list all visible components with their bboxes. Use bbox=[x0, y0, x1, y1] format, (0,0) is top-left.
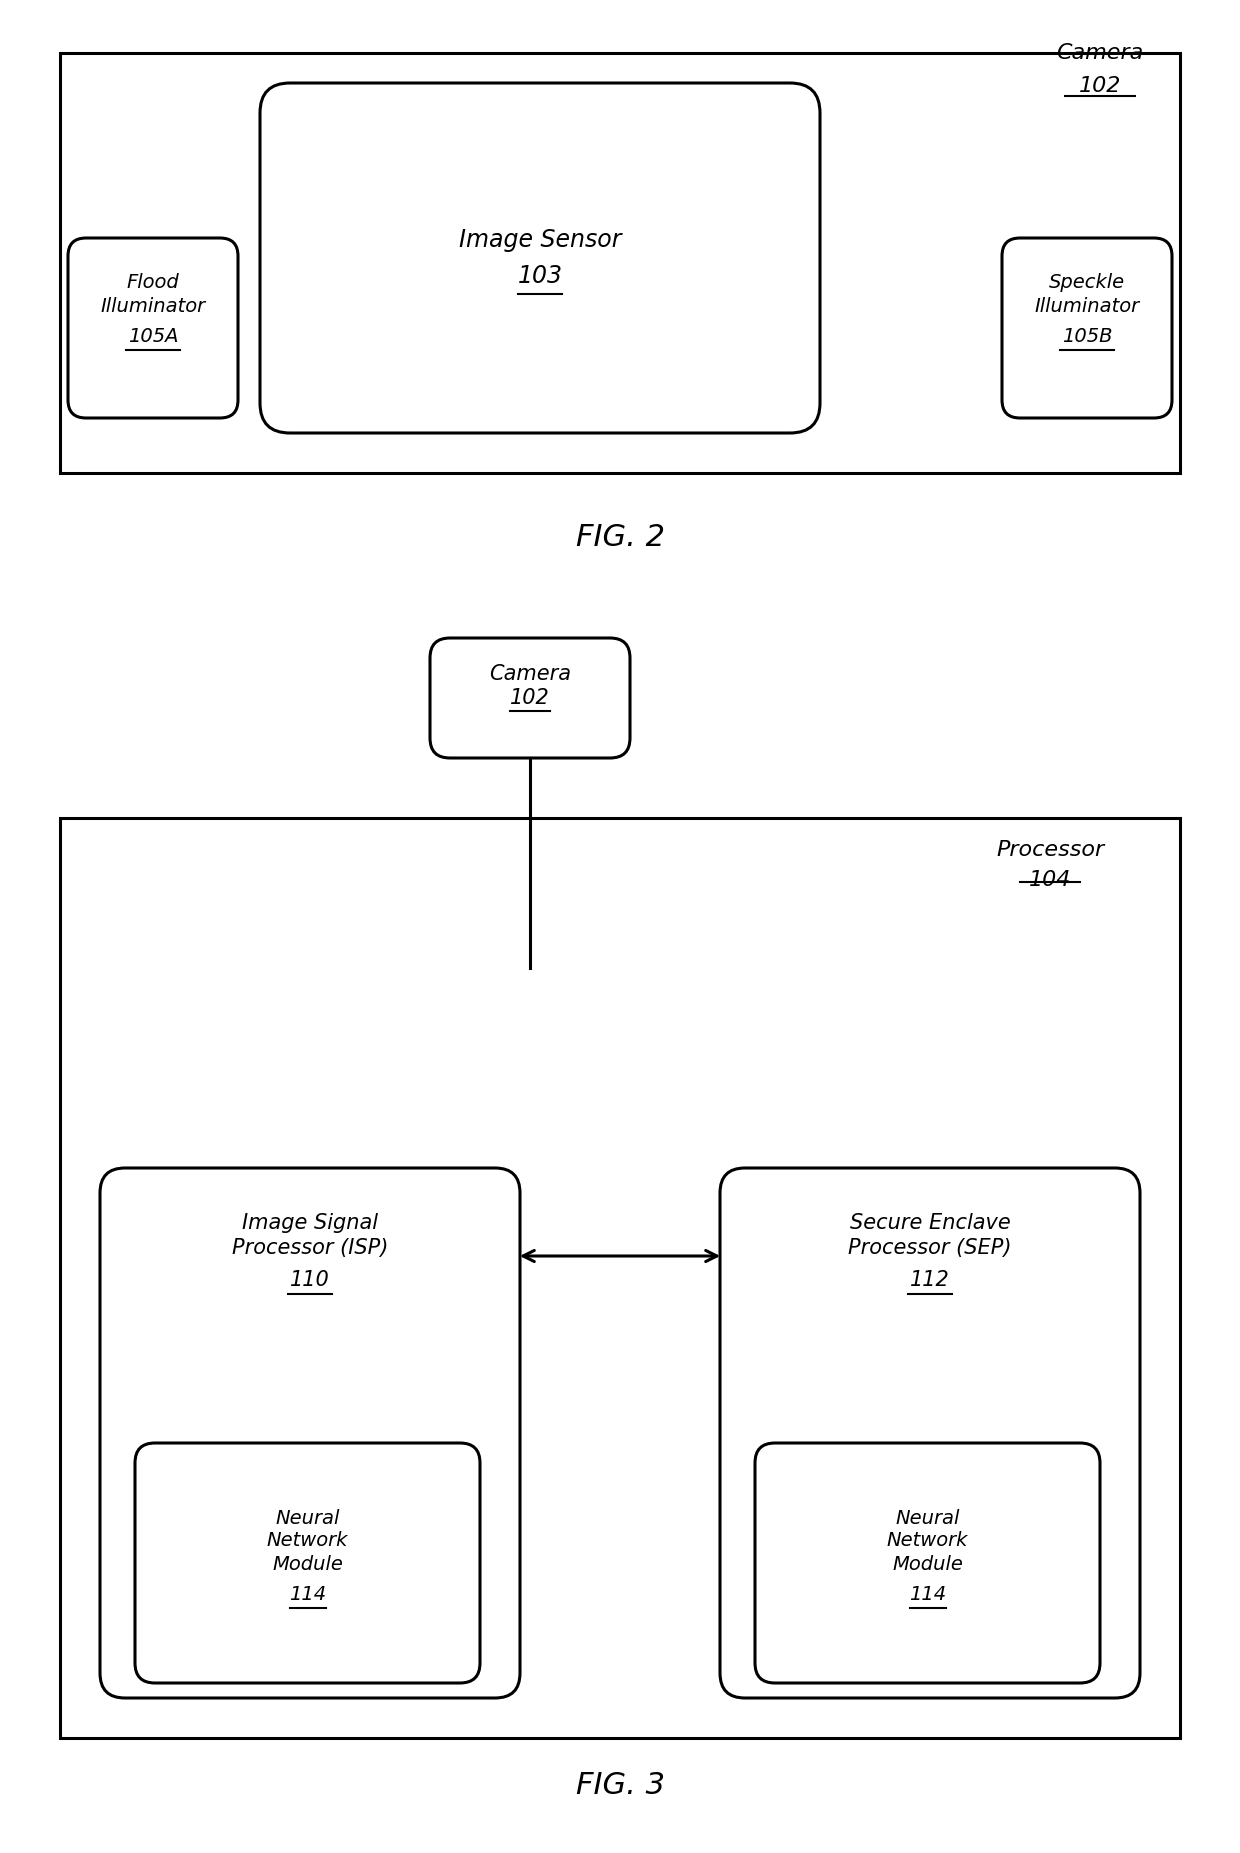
Text: Camera: Camera bbox=[489, 663, 570, 684]
FancyBboxPatch shape bbox=[135, 1443, 480, 1683]
FancyBboxPatch shape bbox=[720, 1167, 1140, 1697]
FancyBboxPatch shape bbox=[100, 1167, 520, 1697]
FancyBboxPatch shape bbox=[1002, 237, 1172, 419]
Text: FIG. 2: FIG. 2 bbox=[575, 524, 665, 552]
Text: Processor (SEP): Processor (SEP) bbox=[848, 1238, 1012, 1258]
Text: 103: 103 bbox=[517, 263, 563, 287]
Text: Secure Enclave: Secure Enclave bbox=[849, 1214, 1011, 1232]
Text: 102: 102 bbox=[510, 687, 549, 708]
Text: Network: Network bbox=[267, 1531, 348, 1551]
FancyBboxPatch shape bbox=[755, 1443, 1100, 1683]
Text: Processor: Processor bbox=[996, 839, 1104, 860]
Text: Neural: Neural bbox=[275, 1508, 340, 1527]
Text: 102: 102 bbox=[1079, 76, 1121, 96]
FancyBboxPatch shape bbox=[68, 237, 238, 419]
Text: 114: 114 bbox=[289, 1586, 326, 1605]
Text: 104: 104 bbox=[1029, 871, 1071, 889]
Text: Neural: Neural bbox=[895, 1508, 960, 1527]
Text: Camera: Camera bbox=[1056, 43, 1143, 63]
Text: Module: Module bbox=[272, 1555, 343, 1575]
Text: 105A: 105A bbox=[128, 326, 179, 345]
Text: Speckle: Speckle bbox=[1049, 274, 1125, 293]
Text: Illuminator: Illuminator bbox=[100, 296, 206, 315]
Text: Illuminator: Illuminator bbox=[1034, 296, 1140, 315]
Text: 105B: 105B bbox=[1061, 326, 1112, 345]
Text: Image Signal: Image Signal bbox=[242, 1214, 378, 1232]
Text: Processor (ISP): Processor (ISP) bbox=[232, 1238, 388, 1258]
Text: Module: Module bbox=[892, 1555, 963, 1575]
Text: 114: 114 bbox=[909, 1586, 946, 1605]
FancyBboxPatch shape bbox=[430, 637, 630, 758]
Bar bbox=[60, 817, 1180, 1738]
Bar bbox=[60, 54, 1180, 473]
Text: 110: 110 bbox=[290, 1269, 330, 1290]
Text: Network: Network bbox=[887, 1531, 968, 1551]
Text: Image Sensor: Image Sensor bbox=[459, 228, 621, 252]
Text: FIG. 3: FIG. 3 bbox=[575, 1770, 665, 1799]
FancyBboxPatch shape bbox=[260, 83, 820, 434]
Text: Flood: Flood bbox=[126, 274, 180, 293]
Text: 112: 112 bbox=[910, 1269, 950, 1290]
